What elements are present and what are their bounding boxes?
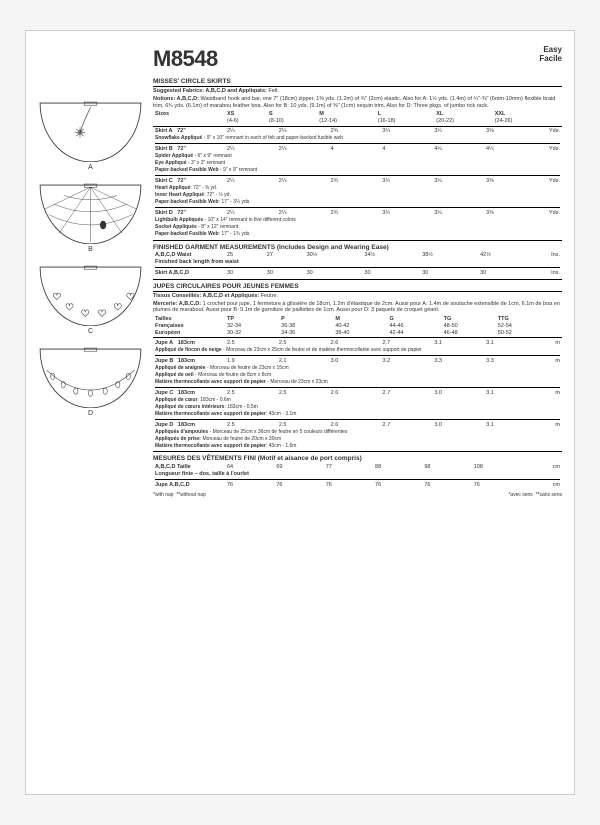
variant-label: A: [38, 164, 143, 171]
notions-en: Notions: A,B,C,D: Waistband hook and bar…: [153, 96, 562, 110]
difficulty-badge: Easy Facile: [539, 46, 562, 64]
illustrations-column: A B C D: [38, 46, 143, 779]
finished-table-fr: A,B,C,D Taille6469778898108cmLongueur fi…: [153, 463, 562, 488]
size-table-fr: TaillesTPPMGTGTTG Françaises32-3436-3840…: [153, 315, 562, 336]
skirt-illustration-d: D: [38, 347, 143, 417]
fabrics-en: Suggested Fabrics: A,B,C,D and Appliqués…: [153, 88, 562, 95]
skirt-illustration-b: B: [38, 183, 143, 253]
footnotes: *with nap **without nap *avec sens **san…: [153, 492, 562, 498]
title-fr: JUPES CIRCULAIRES POUR JEUNES FEMMES: [153, 283, 562, 292]
finished-title-fr: MESURES DES VÊTEMENTS FINI (Motif et ais…: [153, 455, 562, 462]
easy-fr: Facile: [539, 55, 562, 64]
skirt-illustration-a: A: [38, 101, 143, 171]
pattern-number: M8548: [153, 46, 562, 72]
content-column: M8548 MISSES' CIRCLE SKIRTS Suggested Fa…: [153, 46, 562, 779]
size-table-en: SizesXSSMLXLXXL (4-6)(8-10)(12-14)(16-18…: [153, 111, 562, 125]
variant-label: D: [38, 410, 143, 417]
yardage-table-fr: Jupe A 183cm2.52.52.62.73.13.1mAppliqué …: [153, 339, 562, 449]
title-en: MISSES' CIRCLE SKIRTS: [153, 78, 562, 87]
variant-label: B: [38, 246, 143, 253]
variant-label: C: [38, 328, 143, 335]
skirt-illustration-c: C: [38, 265, 143, 335]
yardage-table-en: Skirt A 72"2¼2¼2¾3¼3¼3⅝Yds.Snowflake App…: [153, 128, 562, 238]
finished-title-en: FINISHED GARMENT MEASUREMENTS (Includes …: [153, 244, 562, 251]
fabrics-fr: Tissus Conseillés: A,B,C,D et Appliqués:…: [153, 293, 562, 300]
notions-fr: Mercerie: A,B,C,D: 1 crochet pour jupe, …: [153, 301, 562, 315]
finished-table-en: A,B,C,D Waist252730½34½38½42½Ins.Finishe…: [153, 252, 562, 277]
